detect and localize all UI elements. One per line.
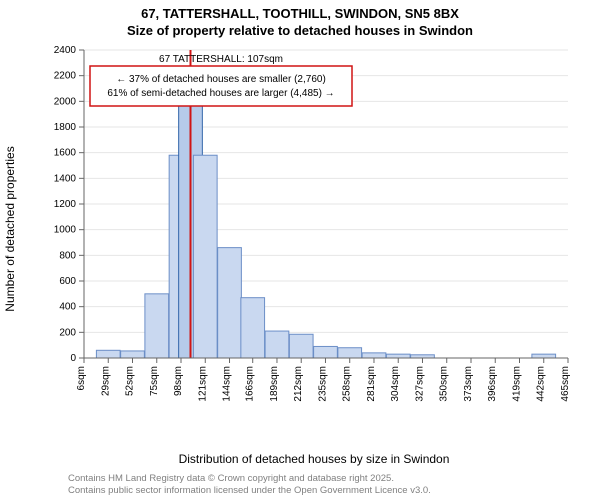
ytick-label: 400	[59, 302, 76, 313]
bar	[386, 354, 410, 358]
bar	[145, 294, 169, 358]
xtick-label: 350sqm	[439, 366, 450, 402]
bar	[193, 155, 217, 358]
xtick-label: 235sqm	[317, 366, 328, 402]
xtick-label: 144sqm	[222, 366, 233, 402]
xtick-label: 166sqm	[245, 366, 256, 402]
ytick-label: 2000	[54, 96, 76, 107]
bar	[362, 353, 386, 358]
histogram-svg: 0 200 400 600 800 1000 1200 1400 1600 1800 2000 220…	[54, 44, 574, 414]
xtick-label: 212sqm	[293, 366, 304, 402]
xtick-label: 98sqm	[173, 366, 184, 396]
title-line-1: 67, TATTERSHALL, TOOTHILL, SWINDON, SN5 …	[141, 6, 459, 21]
xtick-label: 465sqm	[560, 366, 571, 402]
xtick-label: 121sqm	[197, 366, 208, 402]
footer-line-2: Contains public sector information licen…	[68, 485, 431, 496]
annotation-line-1: ← 37% of detached houses are smaller (2,…	[116, 74, 326, 85]
xtick-label: 258sqm	[342, 366, 353, 402]
ytick-label: 1400	[54, 173, 76, 184]
bar	[241, 298, 265, 358]
xtick-label: 396sqm	[487, 366, 498, 402]
xtick-label: 52sqm	[125, 366, 136, 396]
bar	[265, 331, 289, 358]
title-line-2: Size of property relative to detached ho…	[127, 23, 473, 38]
annotation-title: 67 TATTERSHALL: 107sqm	[159, 54, 283, 65]
footer-line-1: Contains HM Land Registry data © Crown c…	[68, 473, 394, 484]
ytick-label: 600	[59, 276, 76, 287]
ytick-label: 200	[59, 327, 76, 338]
xtick-label: 189sqm	[269, 366, 280, 402]
footer-attribution: Contains HM Land Registry data © Crown c…	[68, 473, 431, 496]
chart-title: 67, TATTERSHALL, TOOTHILL, SWINDON, SN5 …	[0, 0, 600, 40]
ytick-label: 1200	[54, 199, 76, 210]
ytick-label: 1600	[54, 148, 76, 159]
ytick-label: 0	[70, 353, 76, 364]
y-axis-label: Number of detached properties	[3, 104, 17, 354]
xtick-label: 419sqm	[511, 366, 522, 402]
xtick-label: 29sqm	[100, 366, 111, 396]
ytick-label: 1000	[54, 225, 76, 236]
xtick-label: 281sqm	[366, 366, 377, 402]
ytick-label: 2400	[54, 45, 76, 56]
xtick-label: 442sqm	[536, 366, 547, 402]
xtick-label: 75sqm	[149, 366, 160, 396]
xtick-label: 6sqm	[76, 366, 87, 390]
annotation-line-2: 61% of semi-detached houses are larger (…	[107, 88, 334, 99]
xtick-label: 304sqm	[390, 366, 401, 402]
xtick-label: 373sqm	[463, 366, 474, 402]
xtick-label: 327sqm	[414, 366, 425, 402]
x-axis-label: Distribution of detached houses by size …	[54, 452, 574, 466]
annotation-box	[90, 66, 352, 106]
ytick-label: 800	[59, 250, 76, 261]
bar	[314, 346, 338, 358]
bar	[96, 350, 120, 358]
bar	[338, 348, 362, 358]
bar	[121, 351, 145, 358]
plot-area: Number of detached properties 0200400600…	[54, 44, 574, 414]
ytick-label: 1800	[54, 122, 76, 133]
ytick-label: 2200	[54, 71, 76, 82]
bar	[532, 354, 556, 358]
bar	[218, 248, 242, 358]
bar	[289, 334, 313, 358]
